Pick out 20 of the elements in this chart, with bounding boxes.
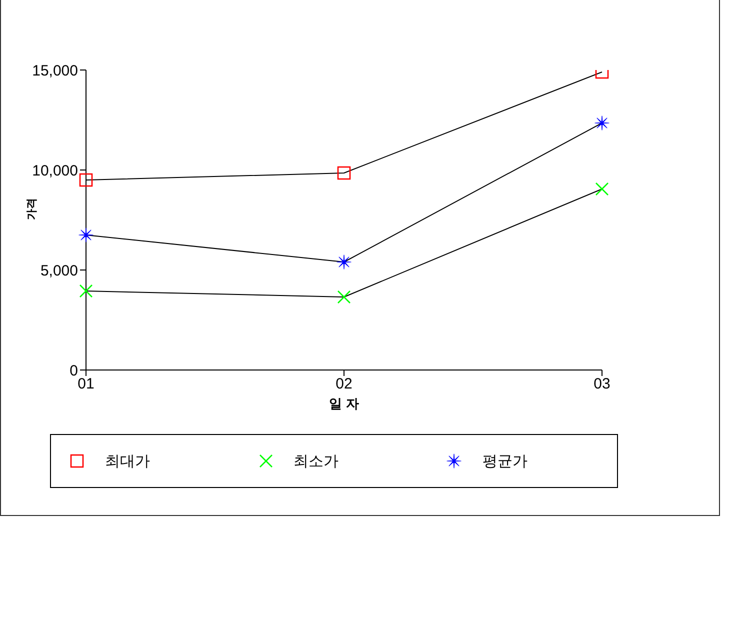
y-tick-label: 5,000	[40, 262, 78, 280]
y-axis-title: 가격	[26, 198, 38, 220]
point	[79, 173, 93, 187]
x-tick-label: 01	[78, 376, 94, 393]
point	[595, 182, 609, 196]
point	[337, 290, 351, 304]
point	[336, 254, 352, 270]
y-tick-label: 10,000	[32, 162, 78, 180]
point	[594, 116, 610, 130]
x-axis-title: 일 자	[329, 396, 359, 411]
legend-label: 평균가	[482, 452, 528, 470]
x-tick-label: 02	[336, 376, 352, 393]
legend-label: 최대가	[105, 452, 150, 470]
point	[79, 284, 93, 298]
point	[78, 228, 94, 242]
y-tick-label: 15,000	[32, 62, 78, 80]
y-tick-label: 0	[70, 362, 78, 380]
x-tick-label: 03	[594, 376, 610, 393]
point	[337, 166, 351, 180]
legend-label: 최소가	[294, 452, 339, 470]
